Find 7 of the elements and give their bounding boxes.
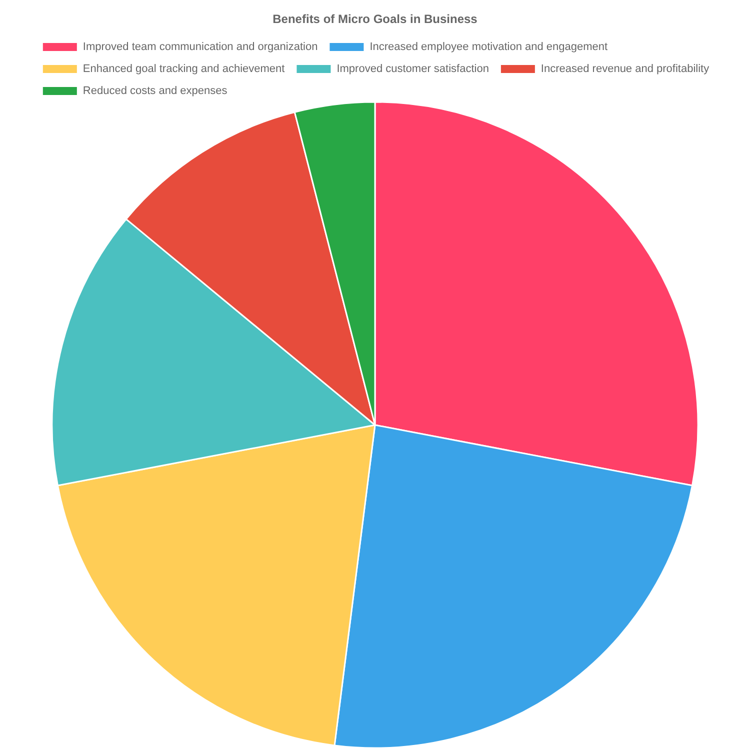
legend-label: Increased revenue and profitability (540, 63, 710, 75)
legend-label: Enhanced goal tracking and achievement (82, 63, 285, 75)
legend-label: Improved team communication and organization (82, 41, 318, 53)
legend-label: Increased employee motivation and engagement (370, 41, 608, 53)
legend-label: Reduced costs and expenses (82, 85, 228, 97)
legend-label: Improved customer satisfaction (336, 63, 489, 75)
chart-title: Benefits of Micro Goals in Business (272, 12, 478, 26)
